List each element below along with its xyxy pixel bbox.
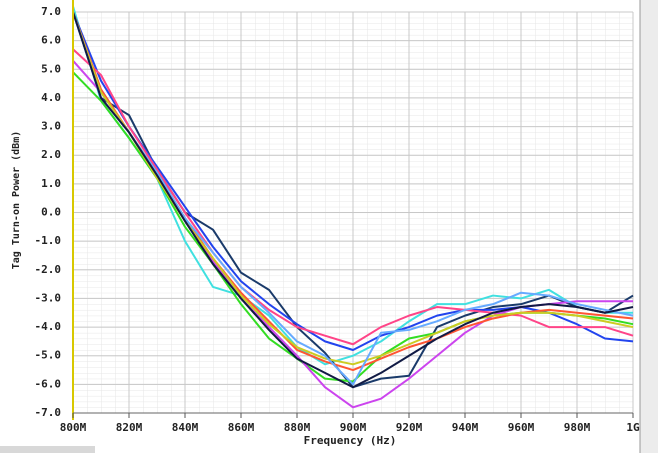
y-tick-label: 1.0 xyxy=(41,177,61,190)
y-tick-label: 0.0 xyxy=(41,206,61,219)
y-tick-label: -5.0 xyxy=(35,349,62,362)
window-frame xyxy=(640,0,658,453)
x-tick-label: 980M xyxy=(564,421,591,434)
series-layer xyxy=(72,5,634,409)
x-tick-label: 880M xyxy=(284,421,311,434)
y-tick-label: -1.0 xyxy=(35,234,62,247)
x-tick-label: 840M xyxy=(172,421,199,434)
x-tick-label: 1G xyxy=(626,421,640,434)
y-axis-title: Tag Turn-on Power (dBm) xyxy=(11,131,22,269)
x-tick-label: 940M xyxy=(452,421,479,434)
x-axis-title: Frequency (Hz) xyxy=(304,434,397,447)
x-tick-label: 860M xyxy=(228,421,255,434)
y-tick-label: 2.0 xyxy=(41,148,61,161)
y-tick-label: -2.0 xyxy=(35,263,62,276)
y-tick-label: 5.0 xyxy=(41,62,61,75)
x-tick-label: 820M xyxy=(116,421,143,434)
y-tick-label: 4.0 xyxy=(41,91,61,104)
y-tick-label: -6.0 xyxy=(35,377,62,390)
series-line xyxy=(72,11,634,389)
x-tick-label: 920M xyxy=(396,421,423,434)
y-tick-label: 3.0 xyxy=(41,120,61,133)
y-tick-label: 7.0 xyxy=(41,5,61,18)
series-line xyxy=(72,48,634,346)
x-tick-label: 900M xyxy=(340,421,367,434)
y-tick-label: -7.0 xyxy=(35,406,62,419)
y-tick-label: -4.0 xyxy=(35,320,62,333)
series-line xyxy=(72,5,633,366)
y-tick-label: 6.0 xyxy=(41,34,61,47)
x-tick-label: 800M xyxy=(60,421,87,434)
x-tick-label: 960M xyxy=(508,421,535,434)
toolbar-strip xyxy=(0,446,95,453)
series-line xyxy=(72,11,634,386)
y-tick-label: -3.0 xyxy=(35,291,62,304)
